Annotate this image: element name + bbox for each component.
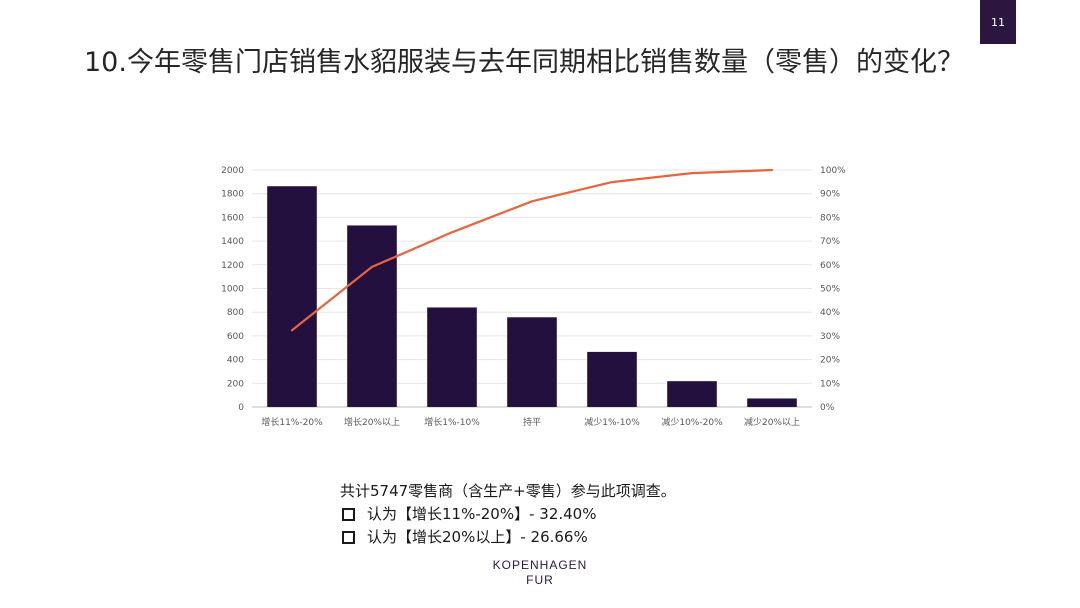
y-left-tick-label: 1800 <box>221 190 244 200</box>
slide-title: 10.今年零售门店销售水貂服装与去年同期相比销售数量（零售）的变化？ <box>84 47 964 78</box>
bar <box>747 398 797 407</box>
summary-block: 共计5747零售商（含生产+零售）参与此项调查。 认为【增长11%-20%】- … <box>340 480 676 549</box>
y-right-tick-label: 0% <box>820 403 835 413</box>
y-right-tick-label: 80% <box>820 213 840 223</box>
logo-line: KOPENHAGEN <box>492 558 588 572</box>
checkbox-icon <box>342 531 355 544</box>
y-left-tick-label: 1400 <box>221 237 244 247</box>
y-left-tick-label: 200 <box>227 379 244 389</box>
cumulative-line-series <box>290 168 774 332</box>
y-right-tick-label: 70% <box>820 237 840 247</box>
y-right-tick-label: 30% <box>820 332 840 342</box>
y-right-tick-label: 50% <box>820 285 840 295</box>
y-right-tick-label: 90% <box>820 190 840 200</box>
y-right-tick-label: 10% <box>820 379 840 389</box>
y-left-tick-label: 1200 <box>221 261 244 271</box>
x-tick-label: 持平 <box>523 416 541 428</box>
y-right-tick-label: 60% <box>820 261 840 271</box>
y-left-tick-label: 2000 <box>221 166 244 176</box>
summary-total-text: 共计5747零售商（含生产+零售）参与此项调查。 <box>340 482 676 500</box>
y-left-tick-label: 1000 <box>221 285 244 295</box>
x-tick-label: 减少20%以上 <box>744 416 800 428</box>
bar-series <box>267 186 797 407</box>
x-axis: 增长11%-20% 增长20%以上 增长1%-10% 持平 减少1%-10% 减少10%-… <box>261 416 800 428</box>
bar <box>347 225 397 407</box>
x-tick-label: 增长11%-20% <box>261 416 323 428</box>
bar <box>667 381 717 407</box>
y-right-tick-label: 100% <box>820 166 846 176</box>
y-left-tick-label: 0 <box>238 403 244 413</box>
x-tick-label: 增长20%以上 <box>344 416 400 428</box>
bar <box>507 317 557 407</box>
checkbox-icon <box>342 508 355 521</box>
summary-item: 认为【增长11%-20%】- 32.40% <box>340 503 676 526</box>
x-tick-label: 减少10%-20% <box>661 416 723 428</box>
y-right-tick-label: 40% <box>820 308 840 318</box>
right-axis: 0% 10% 20% 30% 40% 50% 60% 70% 80% 90% 100% <box>820 166 846 413</box>
bar <box>587 351 637 407</box>
left-axis: 0 200 400 600 800 1000 1200 1400 1600 1800 2000 <box>221 166 244 413</box>
y-left-tick-label: 400 <box>227 356 244 366</box>
summary-item: 认为【增长20%以上】- 26.66% <box>340 526 676 549</box>
x-tick-label: 减少1%-10% <box>584 416 640 428</box>
y-left-tick-label: 800 <box>227 308 244 318</box>
cumulative-line <box>290 168 774 332</box>
summary-item-text: 认为【增长20%以上】- 26.66% <box>367 528 588 546</box>
logo-line: FUR <box>526 573 554 587</box>
y-left-tick-label: 600 <box>227 332 244 342</box>
page-number: 11 <box>980 0 1016 44</box>
summary-total: 共计5747零售商（含生产+零售）参与此项调查。 <box>340 480 676 503</box>
x-tick-label: 增长1%-10% <box>424 416 480 428</box>
y-right-tick-label: 20% <box>820 356 840 366</box>
kopenhagen-fur-logo: KOPENHAGEN FUR <box>470 558 610 588</box>
bar <box>267 186 317 407</box>
y-left-tick-label: 1600 <box>221 213 244 223</box>
bar <box>427 307 477 407</box>
summary-item-text: 认为【增长11%-20%】- 32.40% <box>367 505 597 523</box>
